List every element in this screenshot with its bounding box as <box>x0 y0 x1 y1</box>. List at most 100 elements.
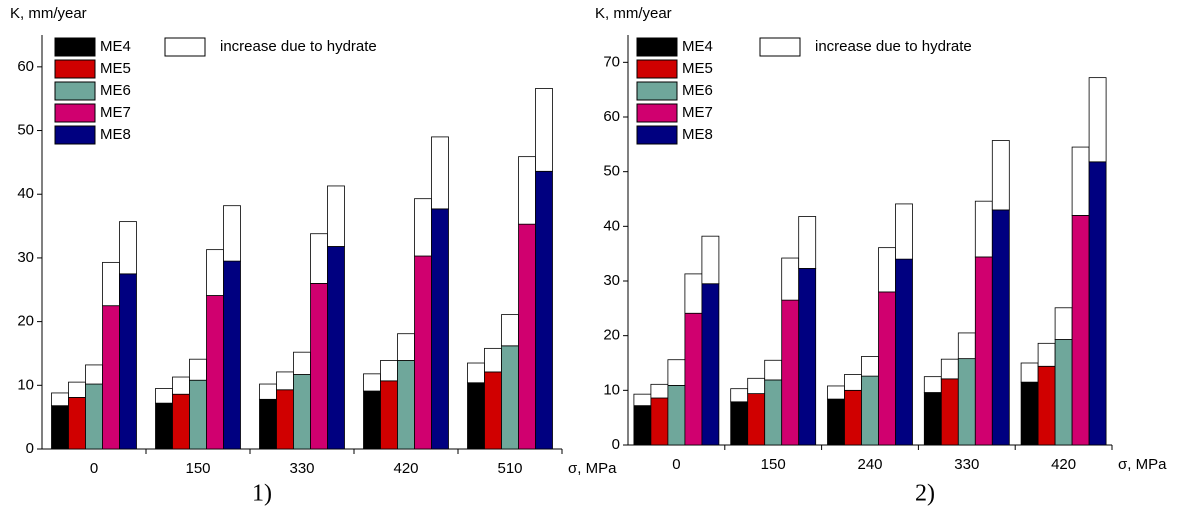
bar <box>293 374 311 450</box>
increase-bar <box>781 257 800 301</box>
increase-bar <box>940 358 959 380</box>
increase-bar <box>861 356 879 377</box>
increase-bar <box>1054 307 1073 340</box>
increase-bar <box>957 332 976 360</box>
legend-label: ME6 <box>100 82 131 99</box>
bar <box>1088 161 1107 446</box>
bar <box>940 378 959 446</box>
y-axis-label: K, mm/year <box>10 5 87 22</box>
bar <box>363 390 381 450</box>
increase-bar <box>467 362 485 384</box>
increase-bar <box>895 203 913 260</box>
increase-bar <box>380 360 398 382</box>
bar <box>172 393 190 450</box>
bar <box>327 246 345 450</box>
x-tick-label: 0 <box>672 456 680 473</box>
x-axis-label: σ, MPa <box>1118 456 1167 473</box>
increase-bar <box>310 233 328 284</box>
increase-bar <box>1020 362 1039 383</box>
increase-bar <box>119 221 137 275</box>
y-tick-label: 30 <box>17 249 34 266</box>
y-tick-label: 0 <box>612 436 620 453</box>
increase-bar <box>1071 146 1090 216</box>
legend-label: ME7 <box>100 104 131 121</box>
bar <box>667 385 686 446</box>
y-tick-label: 60 <box>603 108 620 125</box>
bar <box>730 401 749 446</box>
bar <box>223 260 241 450</box>
bar <box>102 305 120 450</box>
increase-bar <box>102 261 120 307</box>
increase-bar <box>484 347 502 373</box>
legend-label: increase due to hydrate <box>815 38 972 55</box>
increase-bar <box>431 136 449 210</box>
y-tick-label: 50 <box>17 122 34 139</box>
legend-swatch <box>759 37 801 57</box>
bar <box>259 398 277 450</box>
bar <box>844 389 862 446</box>
increase-bar <box>518 156 536 225</box>
x-tick-label: 330 <box>289 460 314 477</box>
legend-swatch <box>636 103 678 123</box>
increase-bar <box>764 359 783 381</box>
bar <box>1071 214 1090 446</box>
legend-label: ME8 <box>100 126 131 143</box>
bar <box>1020 381 1039 446</box>
bar <box>119 273 137 450</box>
increase-bar <box>747 377 766 395</box>
legend-swatch <box>636 81 678 101</box>
bar <box>633 405 652 446</box>
increase-bar <box>155 388 173 404</box>
increase-bar <box>701 235 720 285</box>
increase-bar <box>327 185 345 247</box>
legend-swatch <box>54 37 96 57</box>
bar <box>1054 339 1073 446</box>
increase-bar <box>414 198 432 257</box>
y-axis-label: K, mm/year <box>595 5 672 22</box>
y-tick-label: 20 <box>17 313 34 330</box>
bar <box>991 209 1010 446</box>
bar <box>51 405 69 450</box>
increase-bar <box>293 351 311 375</box>
increase-bar <box>397 333 415 361</box>
y-tick-label: 40 <box>17 185 34 202</box>
increase-bar <box>85 364 103 385</box>
bar <box>747 393 766 446</box>
y-tick-label: 40 <box>603 217 620 234</box>
bar <box>68 397 86 450</box>
bar <box>957 358 976 446</box>
x-tick-label: 330 <box>954 456 979 473</box>
x-tick-label: 420 <box>1051 456 1076 473</box>
x-tick-label: 150 <box>761 456 786 473</box>
y-tick-label: 0 <box>26 440 34 457</box>
bar <box>1037 365 1056 446</box>
bar <box>276 389 294 450</box>
bar <box>518 223 536 450</box>
increase-bar <box>633 393 652 407</box>
legend-swatch <box>54 103 96 123</box>
increase-bar <box>259 383 277 400</box>
increase-bar <box>827 385 845 400</box>
bar <box>155 402 173 450</box>
increase-bar <box>1037 342 1056 367</box>
increase-bar <box>1088 77 1107 163</box>
y-tick-label: 50 <box>603 163 620 180</box>
increase-bar <box>206 249 224 296</box>
increase-bar <box>991 140 1010 211</box>
increase-bar <box>51 392 69 407</box>
y-tick-label: 60 <box>17 58 34 75</box>
bar <box>827 398 845 446</box>
increase-bar <box>878 247 896 293</box>
bar <box>484 371 502 450</box>
bar <box>414 255 432 450</box>
bar <box>650 397 669 446</box>
legend-label: ME5 <box>682 60 713 77</box>
bar <box>310 282 328 450</box>
x-axis-label: σ, MPa <box>568 460 617 477</box>
increase-bar <box>535 88 553 172</box>
legend-label: ME4 <box>682 38 713 55</box>
legend-swatch <box>54 59 96 79</box>
increase-bar <box>172 376 190 395</box>
bar <box>764 379 783 446</box>
increase-bar <box>844 374 862 391</box>
